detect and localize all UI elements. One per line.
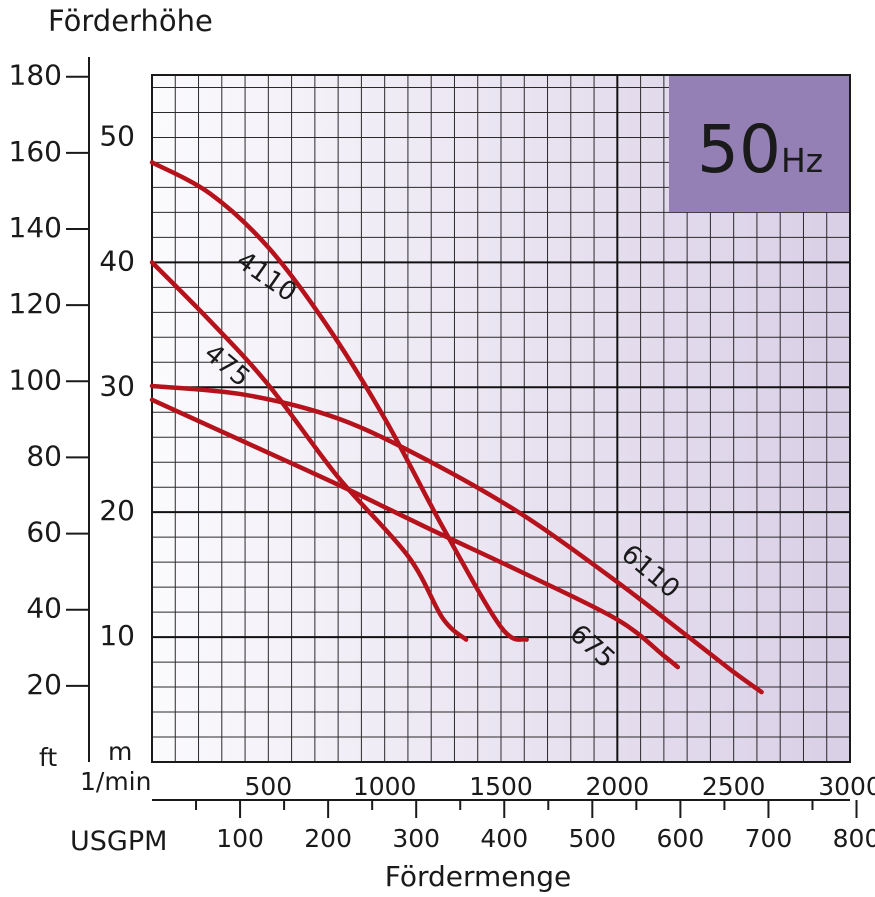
curve-4110 [149, 160, 529, 642]
usgpm-tick-label: 500 [568, 824, 616, 853]
ft-unit-label: ft [39, 743, 57, 772]
lpm-tick-label: 2500 [702, 772, 766, 801]
ft-tick-label: 180 [9, 59, 62, 92]
frequency-value: 50 [697, 111, 781, 188]
ft-tick-label: 80 [26, 439, 62, 472]
ft-tick-label: 40 [26, 592, 62, 625]
frequency-unit: Hz [781, 141, 823, 180]
lpm-tick-label: 2000 [586, 772, 650, 801]
x-axis-title: Fördermenge [385, 860, 572, 893]
lpm-unit-label: 1/min [80, 767, 151, 796]
frequency-badge-text: 50Hz [697, 111, 823, 188]
m-tick-label: 10 [99, 619, 135, 652]
m-tick-label: 30 [99, 369, 135, 402]
usgpm-tick-label: 200 [304, 824, 352, 853]
curve-475 [149, 260, 469, 642]
lpm-tick-label: 500 [244, 772, 292, 801]
curve-675 [149, 397, 681, 670]
usgpm-tick-label: 800 [833, 824, 875, 853]
lpm-tick-label: 1500 [469, 772, 533, 801]
m-tick-label: 20 [99, 494, 135, 527]
usgpm-tick-label: 700 [745, 824, 793, 853]
frequency-badge [669, 75, 850, 212]
ft-tick-label: 60 [26, 516, 62, 549]
m-tick-label: 50 [99, 119, 135, 152]
usgpm-unit-label: USGPM [70, 826, 167, 857]
ft-tick-label: 100 [9, 363, 62, 396]
lpm-tick-label: 3000 [818, 772, 875, 801]
m-unit-label: m [108, 737, 132, 766]
usgpm-tick-label: 600 [657, 824, 705, 853]
lpm-tick-label: 1000 [353, 772, 417, 801]
usgpm-tick-label: 300 [392, 824, 440, 853]
m-axis-ticks: 10 20 30 40 50 [99, 119, 135, 652]
usgpm-axis-ticks: 100 200 300 400 500 600 700 800 [152, 799, 875, 853]
usgpm-tick-label: 400 [480, 824, 528, 853]
ft-axis-ticks: 20 40 60 80 100 120 140 160 180 [9, 59, 89, 701]
y-axis-title: Förderhöhe [48, 4, 213, 38]
ft-tick-label: 160 [9, 135, 62, 168]
curve-6110 [149, 383, 764, 695]
lpm-axis-ticks: 500 1000 1500 2000 2500 3000 [244, 772, 875, 801]
m-tick-label: 40 [99, 244, 135, 277]
ft-tick-label: 20 [26, 668, 62, 701]
ft-tick-label: 120 [9, 287, 62, 320]
ft-tick-label: 140 [9, 211, 62, 244]
plot-frame [151, 74, 851, 763]
usgpm-tick-label: 100 [216, 824, 264, 853]
curve-group [149, 160, 764, 695]
